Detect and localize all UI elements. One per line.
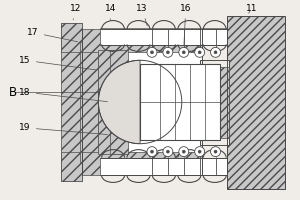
- Text: 14: 14: [105, 4, 116, 20]
- Text: B: B: [9, 86, 17, 99]
- Circle shape: [211, 47, 220, 57]
- Bar: [208, 67, 230, 138]
- Bar: [140, 64, 220, 140]
- Bar: [82, 152, 202, 175]
- Circle shape: [214, 51, 217, 54]
- Circle shape: [214, 150, 217, 153]
- Circle shape: [195, 47, 205, 57]
- Bar: [80, 42, 98, 162]
- Circle shape: [179, 147, 189, 157]
- Circle shape: [147, 47, 157, 57]
- Circle shape: [198, 51, 201, 54]
- Bar: [82, 28, 202, 52]
- Circle shape: [195, 147, 205, 157]
- Circle shape: [151, 51, 154, 54]
- Bar: [100, 158, 227, 175]
- Circle shape: [182, 51, 185, 54]
- Circle shape: [163, 47, 173, 57]
- Wedge shape: [98, 60, 140, 144]
- Bar: [98, 92, 198, 112]
- Circle shape: [167, 51, 170, 54]
- Circle shape: [151, 150, 154, 153]
- Bar: [227, 16, 285, 189]
- Text: 12: 12: [70, 4, 81, 20]
- Circle shape: [163, 147, 173, 157]
- Text: 19: 19: [19, 123, 107, 135]
- Text: 17: 17: [27, 28, 78, 42]
- Circle shape: [211, 147, 220, 157]
- Circle shape: [147, 147, 157, 157]
- Bar: [61, 23, 82, 181]
- Bar: [61, 152, 82, 181]
- Bar: [200, 60, 230, 145]
- Text: 13: 13: [136, 4, 148, 26]
- Circle shape: [182, 150, 185, 153]
- Bar: [100, 28, 227, 45]
- Circle shape: [179, 47, 189, 57]
- Circle shape: [198, 150, 201, 153]
- Bar: [98, 50, 122, 154]
- Text: 16: 16: [180, 4, 191, 45]
- Bar: [82, 52, 202, 152]
- Circle shape: [167, 150, 170, 153]
- Text: 15: 15: [19, 56, 96, 70]
- Text: 18: 18: [19, 88, 107, 102]
- Bar: [110, 50, 128, 154]
- Bar: [61, 23, 82, 52]
- Text: 11: 11: [245, 4, 257, 13]
